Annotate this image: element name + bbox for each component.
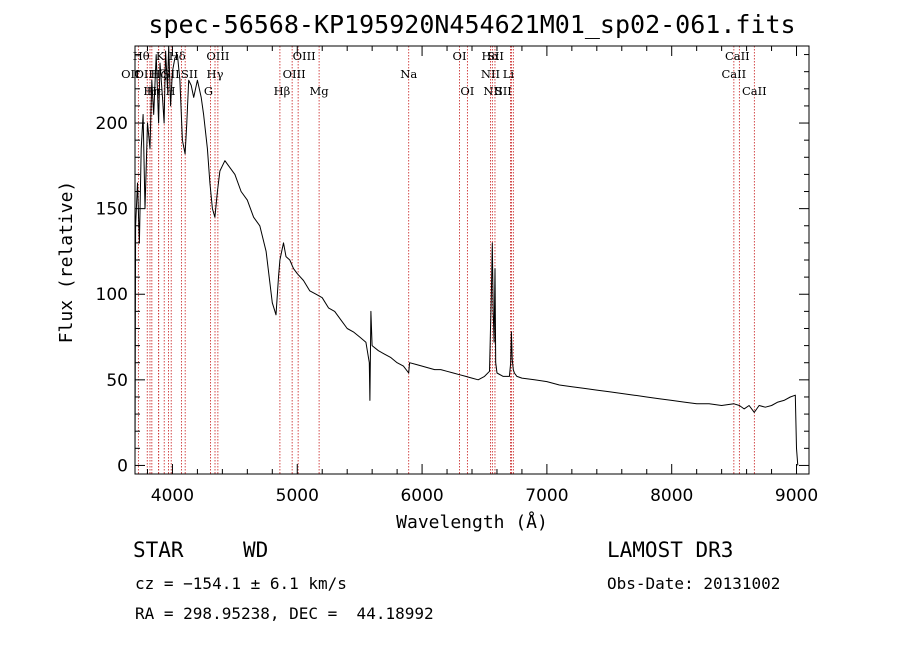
annotation-lines — [137, 46, 755, 474]
line-label: CaII — [721, 67, 746, 81]
line-label: CaII — [742, 84, 767, 98]
y-tick-label: 150 — [96, 200, 128, 220]
line-label: OIII — [283, 67, 306, 81]
y-tick-label: 100 — [96, 285, 128, 305]
x-tick-label: 6000 — [400, 486, 443, 506]
x-tick-label: 8000 — [650, 486, 693, 506]
x-tick-label: 5000 — [276, 486, 319, 506]
line-label: Hζ — [150, 67, 166, 81]
line-label: K — [156, 49, 165, 63]
annotation-labels: OIIHθOIIIHηHζHεKSIIHHδSIIOIIIHγGOIIIOIII… — [121, 49, 767, 98]
line-label: SII — [487, 49, 504, 63]
x-tick-label: 4000 — [151, 486, 194, 506]
plot-frame — [134, 45, 810, 475]
coordinates: RA = 298.95238, DEC = 44.18992 — [135, 604, 434, 623]
y-tick-label: 50 — [106, 371, 128, 391]
line-label: SII — [495, 84, 512, 98]
y-tick-label: 0 — [117, 456, 128, 476]
line-label: OIII — [134, 67, 157, 81]
line-label: NII — [483, 84, 502, 98]
y-axis-ticks: 0 50 100 150 200 — [96, 54, 809, 476]
y-tick-label: 200 — [96, 114, 128, 134]
x-axis-label: Wavelength (Å) — [396, 511, 548, 533]
line-label: G — [204, 84, 213, 98]
object-class: STAR — [133, 538, 184, 562]
line-label: OIII — [293, 49, 316, 63]
line-label: Mg — [310, 84, 330, 98]
redshift-value: cz = −154.1 ± 6.1 km/s — [135, 574, 347, 593]
line-label: NII — [481, 67, 500, 81]
object-subclass: WD — [243, 538, 269, 562]
line-label: CaII — [725, 49, 750, 63]
line-label: Hβ — [274, 84, 291, 98]
obs-date: Obs-Date: 20131002 — [607, 574, 781, 593]
survey-name: LAMOST DR3 — [607, 538, 734, 562]
chart-title: spec-56568-KP195920N454621M01_sp02-061.f… — [148, 10, 795, 39]
line-label: Hθ — [133, 49, 150, 63]
line-label: Na — [400, 67, 417, 81]
x-tick-label: 7000 — [525, 486, 568, 506]
x-tick-label: 9000 — [775, 486, 818, 506]
line-label: Li — [503, 67, 515, 81]
line-label: SII — [181, 67, 198, 81]
line-label: Hα — [481, 49, 499, 63]
flux-series-line — [134, 45, 799, 466]
line-label: OI — [460, 84, 474, 98]
line-label: Hγ — [207, 67, 224, 81]
x-axis-ticks: 4000 5000 6000 7000 8000 9000 — [146, 46, 818, 506]
line-label: OIII — [206, 49, 229, 63]
y-axis-label: Flux (relative) — [56, 181, 77, 344]
line-label: OI — [453, 49, 467, 63]
